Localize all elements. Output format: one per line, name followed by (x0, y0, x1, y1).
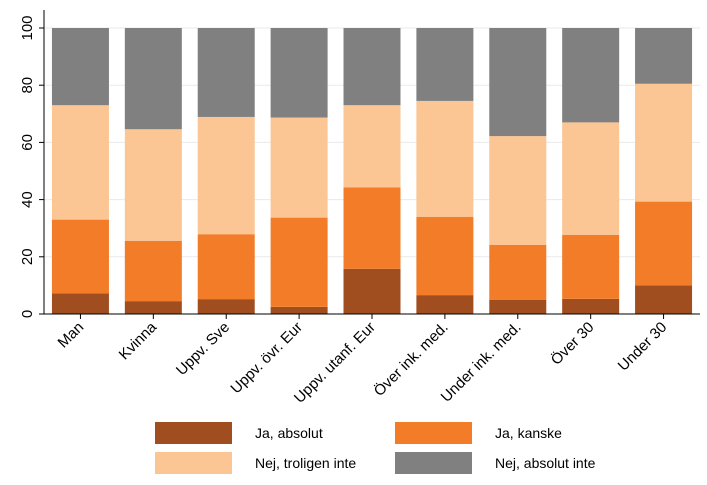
bar-segment-0-1 (51, 219, 109, 294)
x-tick-label-2: Uppv. Sve (173, 319, 233, 379)
bar-segment-8-3 (635, 28, 693, 84)
bar-segment-5-3 (416, 28, 474, 101)
y-tick-label-100: 100 (19, 15, 36, 40)
bar-segment-3-0 (270, 306, 328, 314)
x-tick-label-1: Kvinna (116, 318, 161, 363)
x-tick-label-6: Under ink. med. (438, 319, 525, 406)
legend-swatch-3 (395, 452, 472, 474)
bar-segment-6-0 (489, 299, 547, 314)
x-tick-label-8: Under 30 (615, 319, 671, 375)
legend-label-3: Nej, absolut inte (495, 455, 596, 471)
bar-segment-0-2 (51, 105, 109, 220)
legend-swatch-1 (395, 422, 472, 444)
bar-segment-1-1 (124, 240, 182, 302)
x-tick-label-0: Man (55, 319, 88, 352)
bar-segment-8-1 (635, 201, 693, 286)
bar-segment-2-0 (197, 299, 255, 314)
y-tick-label-20: 20 (19, 248, 36, 265)
bar-segment-1-0 (124, 301, 182, 314)
legend-swatch-2 (155, 452, 232, 474)
bar-segment-7-0 (562, 298, 620, 314)
legend-label-0: Ja, absolut (255, 425, 323, 441)
bar-segment-1-2 (124, 129, 182, 241)
bar-segment-3-2 (270, 117, 328, 218)
bar-segment-4-2 (343, 105, 401, 188)
bar-segment-6-1 (489, 244, 547, 300)
y-tick-label-60: 60 (19, 134, 36, 151)
x-tick-label-7: Över 30 (547, 318, 597, 368)
bar-segment-7-3 (562, 28, 620, 123)
bar-segment-5-0 (416, 295, 474, 314)
legend: Ja, absolut Ja, kanske Nej, troligen inte N… (155, 422, 596, 474)
y-tick-label-40: 40 (19, 191, 36, 208)
x-tick-label-3: Uppv. övr. Eur (227, 319, 305, 397)
bar-segment-7-1 (562, 234, 620, 299)
bar-segment-7-2 (562, 122, 620, 235)
legend-label-1: Ja, kanske (495, 425, 562, 441)
bar-segment-6-3 (489, 28, 547, 137)
bar-segment-3-1 (270, 217, 328, 307)
bar-segment-6-2 (489, 136, 547, 245)
bar-segment-4-1 (343, 187, 401, 269)
x-tick-label-5: Över ink. med. (370, 318, 452, 400)
bar-segment-2-1 (197, 234, 255, 300)
bar-segment-0-3 (51, 28, 109, 106)
bar-segment-5-2 (416, 100, 474, 217)
legend-label-2: Nej, troligen inte (255, 455, 356, 471)
legend-swatch-0 (155, 422, 232, 444)
bar-segment-0-0 (51, 293, 109, 314)
bar-segment-8-0 (635, 285, 693, 314)
bar-segment-2-2 (197, 116, 255, 235)
bar-segment-8-2 (635, 83, 693, 202)
y-tick-label-80: 80 (19, 77, 36, 94)
bar-segment-4-3 (343, 28, 401, 106)
bar-segment-2-3 (197, 28, 255, 117)
bar-segment-5-1 (416, 216, 474, 296)
bar-segment-1-3 (124, 28, 182, 130)
bar-segment-4-0 (343, 268, 401, 314)
y-tick-label-0: 0 (19, 310, 36, 318)
bars (51, 28, 693, 314)
bar-segment-3-3 (270, 28, 328, 118)
